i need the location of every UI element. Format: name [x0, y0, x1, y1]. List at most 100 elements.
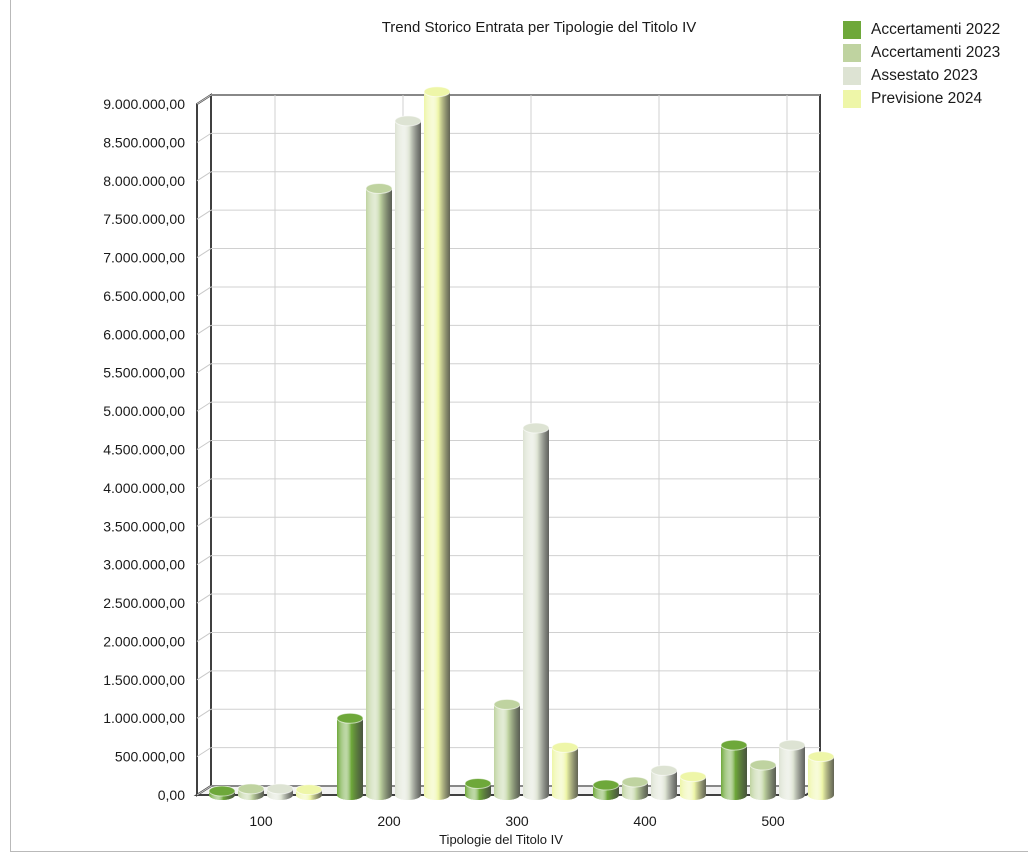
x-tick-label: 200: [377, 813, 401, 829]
y-tick-label: 8.500.000,00: [103, 134, 185, 150]
y-tick-label: 500.000,00: [115, 749, 185, 765]
bar: [365, 182, 393, 800]
legend-item: Previsione 2024: [843, 87, 1000, 110]
legend-swatch: [843, 66, 861, 85]
bar: [394, 115, 422, 800]
bar: [679, 771, 707, 800]
y-tick-label: 6.000.000,00: [103, 326, 185, 342]
bar-shade: [424, 91, 450, 800]
legend-label: Assestato 2023: [871, 66, 978, 84]
y-tick-label: 3.000.000,00: [103, 557, 185, 573]
legend-item: Assestato 2023: [843, 64, 1000, 87]
bar-shade: [779, 745, 805, 800]
y-tick-label: 1.000.000,00: [103, 710, 185, 726]
gridline-side: [196, 286, 212, 297]
bar-shade: [552, 747, 578, 800]
y-tick-label: 0,00: [158, 787, 185, 803]
legend-swatch: [843, 20, 861, 39]
bar: [749, 759, 777, 800]
x-tick-label: 500: [761, 813, 785, 829]
y-tick-label: 4.500.000,00: [103, 442, 185, 458]
bar: [551, 741, 579, 800]
gridline-side: [196, 785, 212, 796]
y-tick-label: 7.000.000,00: [103, 250, 185, 266]
chart-title: Trend Storico Entrata per Tipologie del …: [382, 19, 697, 36]
gridline-side: [196, 747, 212, 758]
bar-shade: [395, 120, 421, 800]
legend-label: Previsione 2024: [871, 89, 983, 107]
x-tick-label: 300: [505, 813, 529, 829]
legend-label: Accertamenti 2022: [871, 20, 1001, 38]
bar: [720, 739, 748, 800]
legend: Accertamenti 2022 Accertamenti 2023 Assest…: [843, 18, 1000, 110]
bar-cap: [493, 698, 521, 710]
bar-cap: [679, 771, 707, 783]
x-axis-label: Tipologie del Titolo IV: [439, 832, 563, 847]
bar-cap: [266, 783, 294, 795]
y-tick-label: 3.500.000,00: [103, 518, 185, 534]
y-tick-label: 5.500.000,00: [103, 365, 185, 381]
bar-shade: [651, 770, 677, 800]
bar: [423, 86, 451, 800]
bar-cap: [336, 712, 364, 724]
bar-shade: [721, 745, 747, 800]
y-tick-label: 6.500.000,00: [103, 288, 185, 304]
x-tick-label: 400: [633, 813, 657, 829]
bar-cap: [720, 739, 748, 751]
bar-cap: [778, 739, 806, 751]
bar: [237, 783, 265, 800]
bar: [295, 784, 323, 800]
bar-cap: [394, 115, 422, 127]
y-tick-label: 4.000.000,00: [103, 480, 185, 496]
bar: [464, 777, 492, 800]
bar: [621, 776, 649, 800]
gridline-side: [196, 209, 212, 220]
gridline-side: [196, 171, 212, 182]
gridline-side: [196, 363, 212, 374]
y-tick-label: 5.000.000,00: [103, 403, 185, 419]
bar: [522, 422, 550, 800]
y-tick-label: 9.000.000,00: [103, 96, 185, 112]
gridline-side: [196, 440, 212, 450]
legend-item: Accertamenti 2022: [843, 18, 1000, 41]
gridline-side: [196, 132, 212, 143]
bar-shade: [523, 428, 549, 800]
chart-frame: Trend Storico Entrata per Tipologie del …: [10, 0, 1028, 852]
gridline-side: [196, 632, 212, 642]
bar-cap: [749, 759, 777, 771]
bar-chart: Trend Storico Entrata per Tipologie del …: [103, 19, 835, 847]
bar-shade: [494, 704, 520, 800]
y-tick-label: 7.500.000,00: [103, 211, 185, 227]
bar: [493, 698, 521, 800]
bar-cap: [208, 785, 236, 797]
gridline-side: [196, 516, 212, 527]
bar-cap: [807, 751, 835, 763]
gridline-side: [196, 708, 212, 719]
gridline-side: [196, 248, 212, 258]
bar-cap: [464, 777, 492, 789]
bar-cap: [295, 784, 323, 796]
bar-shade: [750, 765, 776, 800]
bar-shade: [808, 756, 834, 800]
bar: [208, 785, 236, 800]
gridline-side: [196, 593, 212, 604]
bar: [336, 712, 364, 800]
bar-cap: [650, 764, 678, 776]
bar: [807, 751, 835, 800]
y-tick-label: 2.000.000,00: [103, 633, 185, 649]
bar-shade: [337, 718, 363, 800]
bar: [592, 779, 620, 800]
bar-cap: [423, 86, 451, 98]
legend-swatch: [843, 43, 861, 62]
bar-cap: [237, 783, 265, 795]
gridline-side: [196, 478, 212, 489]
y-tick-label: 2.500.000,00: [103, 595, 185, 611]
gridline-side: [196, 670, 212, 681]
bar-shade: [680, 776, 706, 800]
gridline-side: [196, 401, 212, 412]
bar-shade: [366, 188, 392, 800]
bar-cap: [621, 776, 649, 788]
bar-cap: [592, 779, 620, 791]
gridline-side: [196, 555, 212, 566]
bar: [778, 739, 806, 800]
